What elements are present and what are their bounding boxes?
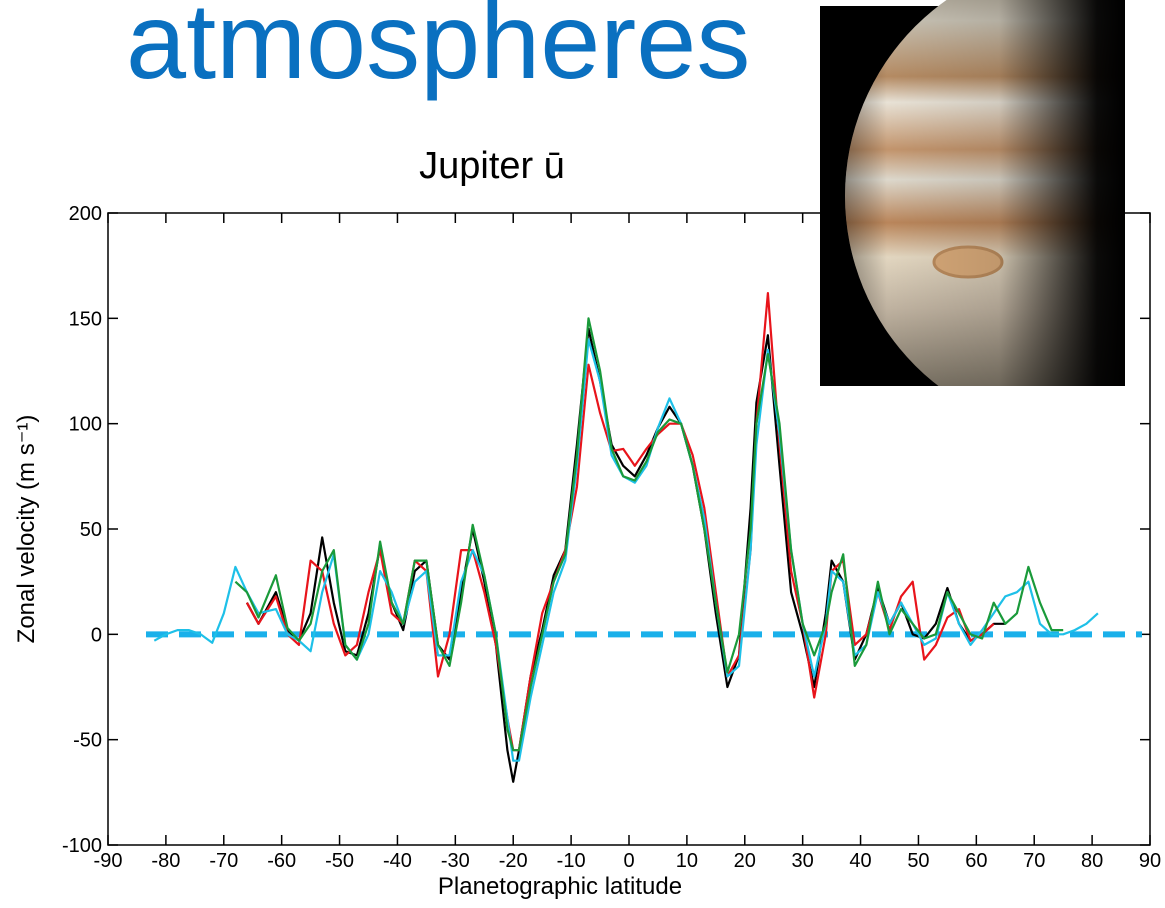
- x-tick-label: 20: [734, 850, 756, 872]
- y-tick-label: 50: [80, 519, 102, 541]
- x-tick-label: 40: [849, 850, 871, 872]
- x-tick-label: 30: [792, 850, 814, 872]
- x-tick-label: -80: [151, 850, 180, 872]
- plot-area: -90 -80 -70 -60 -50 -40 -30 -20 -10 0 10 20 30 40 50 60…: [62, 203, 1161, 872]
- x-tick-label: -40: [383, 850, 412, 872]
- x-tick-label: -50: [325, 850, 354, 872]
- y-tick-label: 0: [91, 624, 102, 646]
- x-tick-label: 90: [1139, 850, 1161, 872]
- slide-title: atmospheres: [126, 0, 750, 101]
- x-tick-label: -60: [267, 850, 296, 872]
- series-line: [153, 338, 1099, 762]
- x-tick-label: -70: [209, 850, 238, 872]
- x-tick-label: 80: [1081, 850, 1103, 872]
- x-axis-label: Planetographic latitude: [438, 873, 682, 900]
- x-tick-label: -90: [94, 850, 123, 872]
- jupiter-image: [820, 0, 1125, 386]
- y-tick-label: -100: [62, 835, 102, 857]
- series-line: [245, 292, 995, 752]
- x-tick-label: -30: [441, 850, 470, 872]
- x-tick-label: -10: [557, 850, 586, 872]
- y-axis-label: Zonal velocity (m s⁻¹): [13, 415, 40, 644]
- y-tick-label: 100: [69, 414, 102, 436]
- series-line: [245, 327, 1006, 783]
- series-line: [234, 317, 1064, 752]
- chart-title: Jupiter ū: [419, 145, 565, 187]
- x-tick-label: 70: [1023, 850, 1045, 872]
- y-tick-label: 150: [69, 308, 102, 330]
- x-tick-label: 0: [623, 850, 634, 872]
- x-tick-label: 10: [676, 850, 698, 872]
- x-tick-label: -20: [499, 850, 528, 872]
- x-tick-label: 50: [907, 850, 929, 872]
- x-tick-label: 60: [965, 850, 987, 872]
- y-tick-label: 200: [69, 203, 102, 225]
- y-tick-label: -50: [73, 730, 102, 752]
